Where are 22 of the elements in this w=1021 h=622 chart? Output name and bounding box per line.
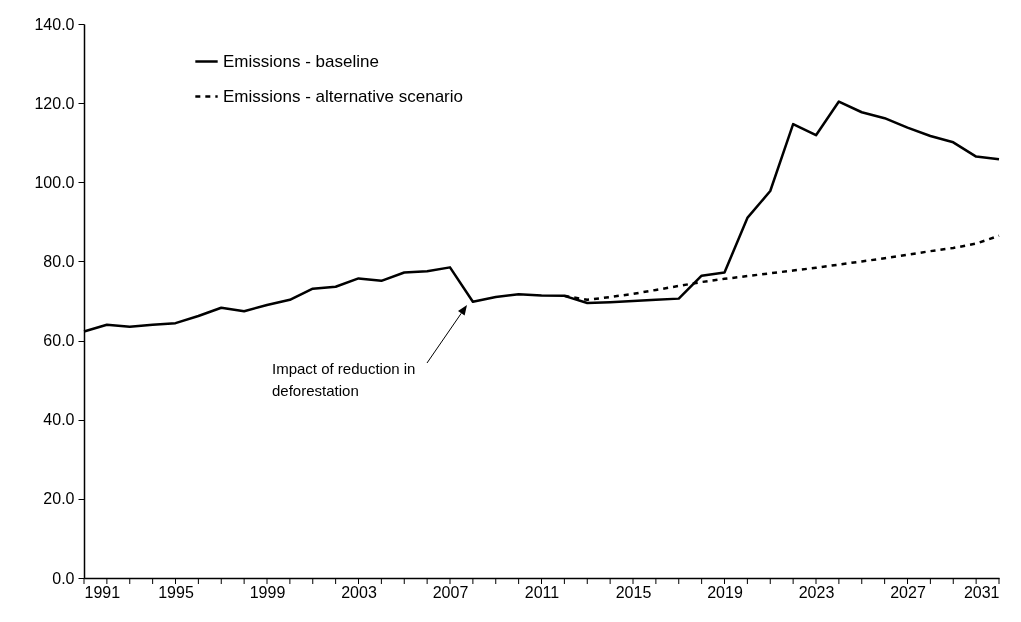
x-tick-label: 2027 [890,583,926,601]
x-tick-label: 2003 [341,583,377,601]
y-tick-label: 20.0 [43,490,75,508]
y-tick-label: 140.0 [34,15,75,33]
y-tick-label: 60.0 [43,332,75,350]
legend-label: Emissions - baseline [223,51,379,71]
annotation: Impact of reduction in deforestation [272,360,416,399]
x-tick-label: 2023 [798,583,835,601]
y-tick-label: 120.0 [34,94,75,112]
y-tick-label: 40.0 [43,411,75,429]
x-tick-label: 2031 [963,583,1000,601]
x-tick-label: 2019 [707,583,743,601]
legend-label: Emissions - alternative scenario [223,86,463,106]
x-tick-label: 1999 [249,583,286,601]
x-tick-label: 2011 [524,583,560,601]
y-tick-label: 0.0 [52,569,75,587]
y-tick-label: 100.0 [34,173,75,191]
x-tick-label: 1995 [158,583,194,601]
y-tick-label: 80.0 [43,252,75,270]
x-tick-label: 1991 [84,583,121,601]
x-tick-label: 2007 [432,583,469,601]
x-tick-label: 2015 [615,583,652,601]
